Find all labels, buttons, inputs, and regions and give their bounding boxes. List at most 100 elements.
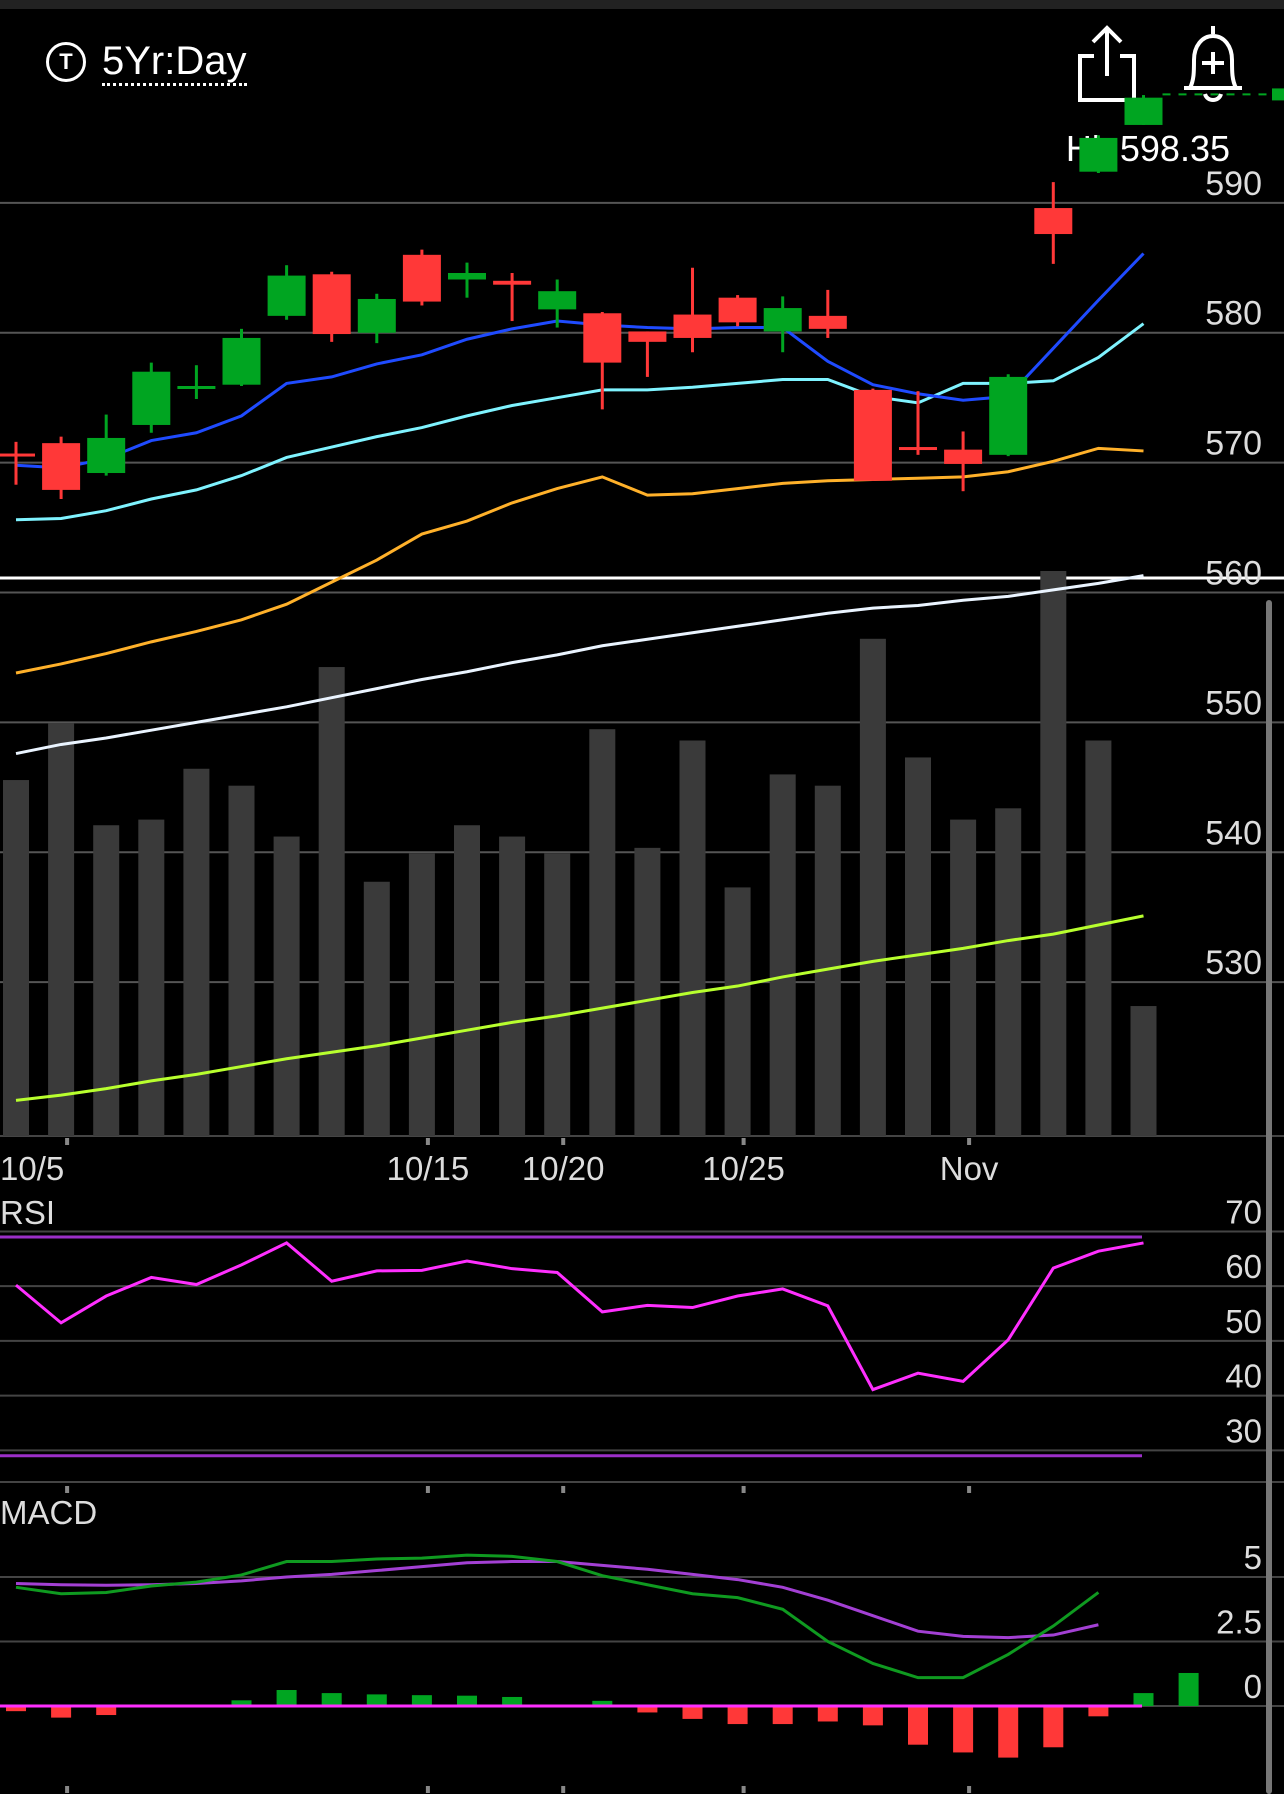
- candle-body: [583, 313, 622, 363]
- macd-tick-label: 5: [1244, 1539, 1262, 1576]
- candle-body: [357, 298, 396, 333]
- timeframe-icon: T: [46, 42, 86, 82]
- volume-bar: [1130, 1006, 1157, 1136]
- macd-title: MACD: [0, 1494, 97, 1531]
- volume-bar: [93, 825, 120, 1136]
- macd-histogram-bar: [502, 1696, 523, 1706]
- rsi-tick-label: 50: [1225, 1303, 1262, 1340]
- rsi-panel: RSI 70 60 50 40 30: [0, 1193, 1284, 1483]
- share-button[interactable]: [1072, 22, 1142, 106]
- candle-body: [0, 453, 35, 457]
- date-axis: 10/5 10/15 10/20 10/25 Nov: [0, 1138, 999, 1793]
- macd-histogram-bar: [51, 1706, 72, 1718]
- volume-bar: [228, 785, 255, 1136]
- macd-histogram-bar: [1043, 1706, 1064, 1748]
- sma-mid-line: [15, 322, 1145, 522]
- volume-bar: [544, 853, 571, 1136]
- date-tick-label: 10/5: [0, 1150, 64, 1187]
- candle-body: [763, 308, 802, 332]
- candle-body: [448, 273, 486, 280]
- macd-histogram-bar: [276, 1690, 297, 1706]
- price-tick-label: 560: [1205, 555, 1262, 593]
- date-tick-label: 10/20: [522, 1150, 605, 1187]
- candle-body: [312, 274, 351, 335]
- rsi-tick-label: 60: [1225, 1248, 1262, 1285]
- macd-histogram-bar: [953, 1706, 974, 1753]
- volume-bar: [905, 757, 931, 1136]
- candle-body: [808, 315, 847, 329]
- candle-body: [87, 437, 126, 474]
- volume-bar: [363, 881, 390, 1136]
- volume-bar: [995, 808, 1022, 1136]
- rsi-tick-label: 30: [1225, 1412, 1262, 1449]
- rsi-tick-label: 40: [1225, 1358, 1262, 1395]
- volume-bar: [499, 836, 526, 1136]
- volume-bar: [634, 847, 661, 1136]
- last-price-marker: [1272, 88, 1284, 101]
- add-alert-button[interactable]: [1178, 22, 1248, 106]
- candle-body: [132, 371, 171, 425]
- sma-200-line: [15, 914, 1144, 1102]
- volume-bar: [859, 638, 886, 1136]
- macd-histogram-bar: [457, 1695, 477, 1706]
- candle-body: [402, 254, 441, 302]
- macd-histogram-bar: [1178, 1672, 1199, 1706]
- candle-body: [899, 447, 937, 451]
- volume-bar: [950, 819, 977, 1136]
- candlesticks: [0, 88, 1284, 499]
- macd-histogram-bar: [908, 1706, 928, 1745]
- volume-bar: [769, 774, 796, 1136]
- timeframe-label: 5Yr:Day: [102, 39, 247, 86]
- moving-averages: [15, 252, 1145, 1102]
- volume-bar: [48, 723, 75, 1136]
- candle-body: [42, 443, 81, 490]
- macd-histogram-bar: [592, 1700, 613, 1706]
- macd-histogram-bar: [6, 1706, 26, 1712]
- price-tick-label: 530: [1205, 944, 1262, 982]
- macd-histogram-bar: [817, 1706, 838, 1722]
- volume-bar: [1040, 571, 1067, 1136]
- price-axis: 590 580 570 560 550 540 530: [1205, 165, 1262, 982]
- macd-histogram-bar: [772, 1706, 793, 1725]
- sma-50-line: [15, 446, 1144, 675]
- macd-tick-label: 0: [1244, 1668, 1262, 1705]
- candle-body: [673, 314, 712, 338]
- macd-histogram-bar: [96, 1706, 117, 1716]
- candle-body: [538, 291, 577, 310]
- volume-bar: [589, 729, 616, 1136]
- volume-bars: [3, 571, 1157, 1136]
- rsi-title: RSI: [0, 1194, 55, 1231]
- volume-bar: [318, 667, 345, 1136]
- price-tick-label: 580: [1205, 295, 1262, 333]
- volume-bar: [3, 780, 29, 1136]
- volume-bar: [454, 825, 480, 1136]
- price-tick-label: 570: [1205, 425, 1262, 463]
- rsi-line: [15, 1241, 1144, 1392]
- candle-body: [1079, 137, 1118, 172]
- rsi-tick-label: 70: [1225, 1193, 1262, 1230]
- macd-histogram-bar: [321, 1693, 342, 1706]
- candle-body: [1124, 97, 1163, 125]
- candle-body: [944, 449, 983, 464]
- price-tick-label: 550: [1205, 684, 1262, 722]
- scrollbar[interactable]: [1266, 600, 1272, 1794]
- macd-panel: MACD 5 2.5 0: [0, 1494, 1284, 1758]
- alert-bell-plus-icon: [1184, 26, 1242, 102]
- sma-short-line: [15, 252, 1145, 470]
- macd-histogram-bar: [682, 1706, 703, 1719]
- candle-body: [493, 280, 532, 285]
- timeframe-selector[interactable]: T 5Yr:Day: [46, 36, 247, 88]
- volume-bar: [183, 768, 210, 1136]
- macd-line: [15, 1553, 1100, 1680]
- macd-histogram-bar: [862, 1706, 883, 1726]
- volume-bar: [679, 740, 706, 1136]
- candle-body: [177, 385, 216, 389]
- status-strip: [0, 0, 1284, 9]
- macd-histogram-bar: [998, 1706, 1019, 1758]
- volume-bar: [138, 819, 165, 1136]
- macd-histogram-bar: [727, 1706, 748, 1725]
- date-tick-label: 10/15: [387, 1150, 470, 1187]
- macd-tick-label: 2.5: [1216, 1604, 1262, 1641]
- candle-body: [1034, 208, 1073, 235]
